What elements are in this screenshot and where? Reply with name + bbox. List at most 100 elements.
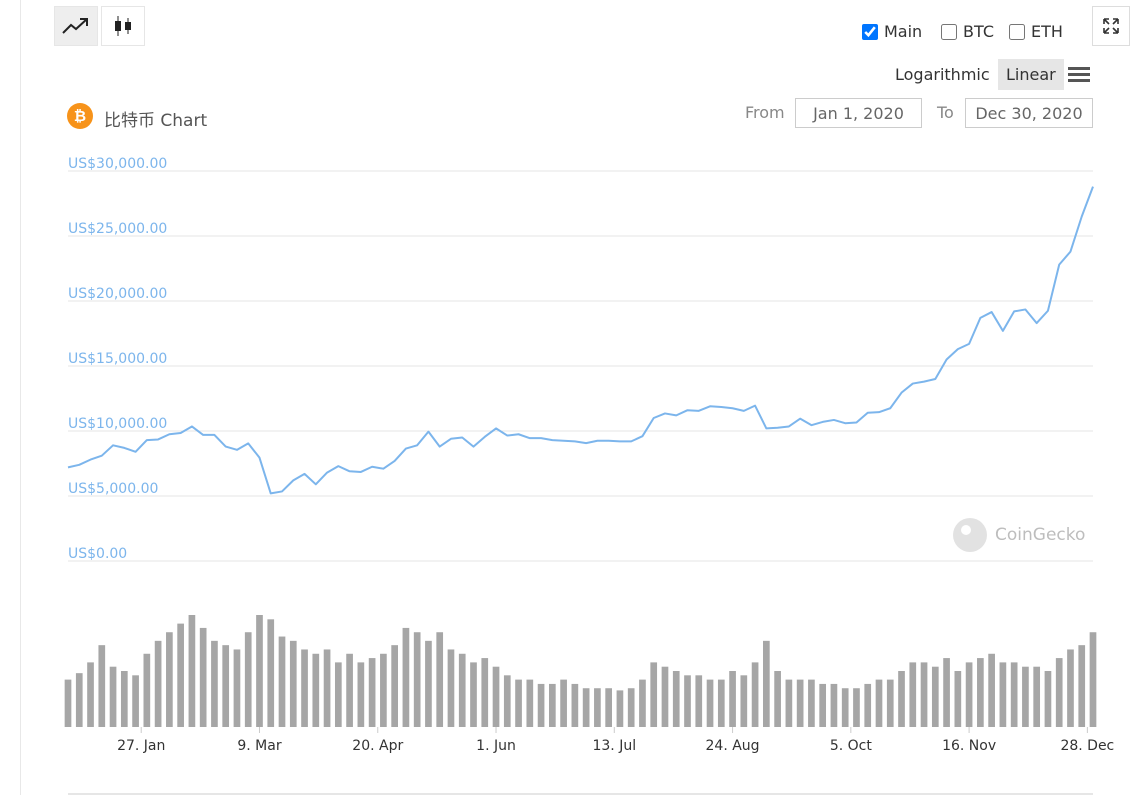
- volume-bar: [639, 679, 646, 727]
- volume-bar: [954, 671, 962, 727]
- menu-button[interactable]: [1068, 65, 1092, 89]
- volume-bar: [684, 675, 691, 727]
- y-tick-label: US$10,000.00: [68, 416, 167, 432]
- volume-bar: [1055, 658, 1063, 727]
- checkbox[interactable]: [941, 23, 957, 40]
- volume-bar: [650, 662, 658, 727]
- volume-bar: [898, 671, 905, 727]
- volume-bar: [661, 666, 669, 727]
- volume-bar: [819, 683, 827, 727]
- volume-bar: [526, 679, 534, 727]
- fullscreen-button[interactable]: [1092, 6, 1130, 46]
- volume-bar: [87, 662, 94, 727]
- volume-bar: [1078, 645, 1086, 727]
- to-input[interactable]: Dec 30, 2020: [965, 98, 1093, 128]
- volume-bar: [154, 640, 162, 727]
- volume-bar: [695, 675, 703, 727]
- y-tick-label: US$15,000.00: [68, 351, 167, 367]
- y-tick-label: US$20,000.00: [68, 286, 167, 302]
- x-tick-label: 20. Apr: [352, 738, 403, 754]
- candle-mode-button[interactable]: [101, 6, 145, 46]
- volume-bar: [774, 671, 781, 727]
- volume-bar: [143, 653, 151, 727]
- volume-bar: [1044, 671, 1052, 727]
- volume-bar: [470, 662, 477, 727]
- volume-bar: [729, 671, 736, 727]
- from-input[interactable]: Jan 1, 2020: [795, 98, 922, 128]
- volume-bar: [785, 679, 793, 727]
- volume-bar: [763, 640, 770, 727]
- menu-icon: [1068, 67, 1090, 82]
- volume-bar: [222, 645, 230, 727]
- checkbox-item[interactable]: BTC: [941, 22, 994, 41]
- volume-bar: [605, 688, 613, 727]
- fullscreen-icon: [1103, 18, 1119, 34]
- volume-bar: [64, 679, 72, 727]
- checkbox-item[interactable]: Main: [862, 22, 922, 41]
- volume-bar: [380, 653, 387, 727]
- x-tick-label: 27. Jan: [117, 738, 165, 754]
- volume-bar: [988, 653, 995, 727]
- line-mode-button[interactable]: [54, 6, 98, 46]
- volume-bar: [109, 666, 117, 727]
- volume-bar: [1033, 666, 1041, 727]
- price-line: [67, 186, 1094, 495]
- volume-bar: [548, 683, 556, 727]
- watermark: CoinGecko: [953, 518, 1085, 552]
- checkbox[interactable]: [862, 23, 878, 40]
- y-tick-label: US$25,000.00: [68, 221, 167, 237]
- volume-bar: [199, 627, 207, 727]
- scale-button[interactable]: Logarithmic: [895, 65, 990, 84]
- checkbox-label: Main: [884, 22, 923, 41]
- checkbox-item[interactable]: ETH: [1009, 22, 1063, 41]
- volume-bar: [75, 673, 83, 727]
- volume-bar: [853, 688, 860, 727]
- volume-bar: [672, 671, 680, 727]
- volume-bar: [177, 623, 184, 727]
- x-tick-label: 5. Oct: [830, 738, 873, 754]
- volume-bar: [943, 658, 950, 727]
- volume-bar: [515, 679, 522, 727]
- volume-bar: [368, 658, 376, 727]
- volume-bar: [920, 662, 928, 727]
- volume-bar: [594, 688, 601, 727]
- volume-bar: [256, 615, 263, 727]
- volume-bar: [751, 662, 759, 727]
- volume-bar: [537, 683, 545, 727]
- checkbox-label: ETH: [1031, 22, 1063, 41]
- x-tick-label: 13. Jul: [592, 738, 636, 754]
- volume-bar: [481, 658, 489, 727]
- volume-bar: [132, 675, 139, 727]
- x-tick-label: 24. Aug: [706, 738, 760, 754]
- volume-bar: [560, 679, 567, 727]
- volume-bar: [436, 632, 444, 727]
- from-label: From: [745, 103, 785, 122]
- coin-icon: ₿: [67, 103, 93, 133]
- volume-bar: [875, 679, 883, 727]
- volume-bar: [616, 690, 624, 727]
- checkbox-label: BTC: [963, 22, 994, 41]
- volume-bar: [244, 632, 252, 727]
- volume-bar: [965, 662, 973, 727]
- to-label: To: [937, 103, 954, 122]
- volume-bar: [886, 679, 894, 727]
- volume-bar: [1067, 649, 1074, 727]
- watermark-text: CoinGecko: [995, 525, 1085, 545]
- volume-bar: [864, 683, 872, 727]
- volume-bar: [312, 653, 320, 727]
- chart-title: 比特币 Chart: [104, 111, 208, 131]
- svg-text:₿: ₿: [74, 107, 86, 125]
- volume-bar: [346, 653, 353, 727]
- volume-bar: [571, 683, 579, 727]
- volume-bar: [289, 640, 297, 727]
- y-tick-label: US$30,000.00: [68, 156, 167, 172]
- y-tick-label: US$0.00: [68, 546, 127, 562]
- scale-button[interactable]: Linear: [998, 59, 1064, 90]
- checkbox[interactable]: [1009, 23, 1025, 40]
- volume-bar: [977, 658, 984, 727]
- volume-bar: [233, 649, 241, 727]
- volume-bar: [425, 640, 432, 727]
- left-border: [20, 0, 21, 795]
